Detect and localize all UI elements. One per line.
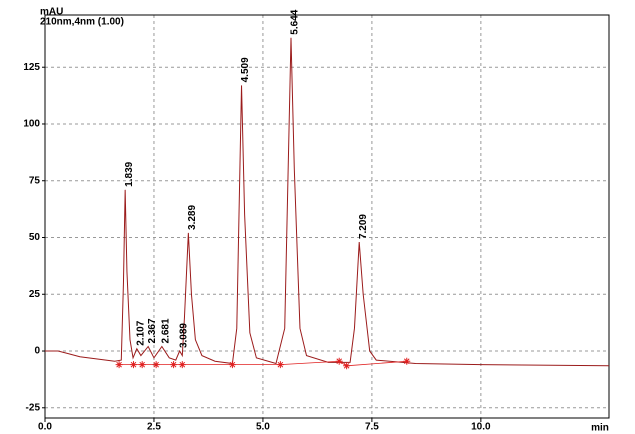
x-tick-label: 5.0 [256,422,270,433]
integration-mark [138,361,146,369]
chart-title: 210nm,4nm (1.00) [40,17,124,28]
plot-frame [44,14,610,419]
integration-mark [152,361,160,369]
y-tick-label: 75 [29,175,41,186]
y-axis-label: mAU [40,7,63,18]
peak-label: 2.681 [160,318,171,343]
x-tick-label: 2.5 [147,422,161,433]
integration-mark [335,357,343,365]
integration-mark [228,361,236,369]
integration-mark [115,361,123,369]
peak-label: 1.839 [124,161,135,186]
chromatogram-trace [45,37,610,367]
integration-mark [343,362,351,370]
x-tick-label: 7.5 [365,422,379,433]
integration-mark [403,357,411,365]
integration-mark [170,361,178,369]
peak-label: 7.209 [358,214,369,239]
integration-mark [276,361,284,369]
peak-label: 3.289 [187,204,198,229]
y-tick-label: 50 [29,232,41,243]
x-axis-label: min [591,423,609,434]
integration-mark [129,361,137,369]
y-tick-label: -25 [26,402,41,413]
y-tick-label: 125 [23,62,40,73]
peak-label: 2.367 [147,318,158,343]
integration-mark [178,361,186,369]
y-tick-label: 0 [34,346,40,357]
peak-label: 4.509 [240,57,251,82]
y-tick-label: 100 [23,119,40,130]
peak-label: 3.089 [178,323,189,348]
peak-label: 5.644 [290,9,301,34]
x-tick-label: 10.0 [471,422,491,433]
x-tick-label: 0.0 [38,422,52,433]
peak-label: 2.107 [135,320,146,345]
y-tick-label: 25 [29,289,41,300]
